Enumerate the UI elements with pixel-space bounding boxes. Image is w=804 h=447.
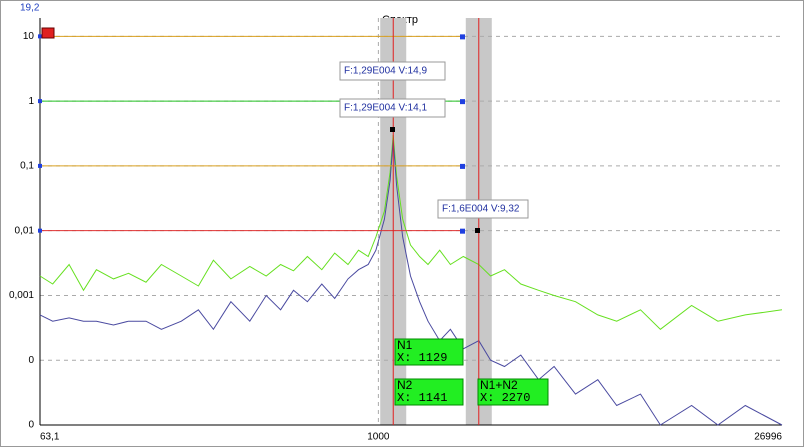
y-tick-label: 0,1 [20,161,34,172]
peak-marker [475,228,480,233]
cursor-name: N1+N2 [480,378,518,392]
series-line [39,134,783,330]
x-tick-label: 26996 [754,432,782,443]
x-tick-label: 1000 [367,432,390,443]
cursor-value: X: 1141 [397,391,447,405]
annotation-box [339,98,446,118]
y-tick-label: 0,001 [9,290,34,301]
y-tick-label: 0,01 [15,225,35,236]
level-handle [460,34,465,40]
cursor-label-box [477,378,549,406]
annotation: F:1,6E004 V:9,32 [442,204,520,215]
cursor-value: X: 1129 [397,351,447,365]
y-tick-label: 19,2 [20,3,40,14]
y-tick-label: 0 [28,420,34,431]
level-handle [460,163,465,169]
x-tick-label: 63,1 [40,432,60,443]
y-tick-label: 10 [23,31,35,42]
cursor-label-box [394,378,464,406]
annotation: F:1,29E004 V:14,9 [344,66,427,77]
annotation: F:1,29E004 V:14,1 [344,103,427,114]
y-tick-label: 1 [28,96,34,107]
series-line [39,140,783,426]
level-handle [460,99,465,105]
annotation-box [437,199,529,219]
cursor-name: N1 [397,338,413,352]
level-handle [38,163,42,168]
cursor-name: N2 [397,378,413,392]
level-handle [460,228,465,234]
annotation-box [339,61,446,81]
range-marker [41,27,55,39]
peak-marker [390,127,395,132]
level-handle [38,99,42,104]
level-handle [38,34,42,39]
level-handle [38,228,42,233]
y-tick-label: 0 [28,355,34,366]
cursor-value: X: 2270 [480,391,530,405]
cursor-label-box [394,338,464,366]
